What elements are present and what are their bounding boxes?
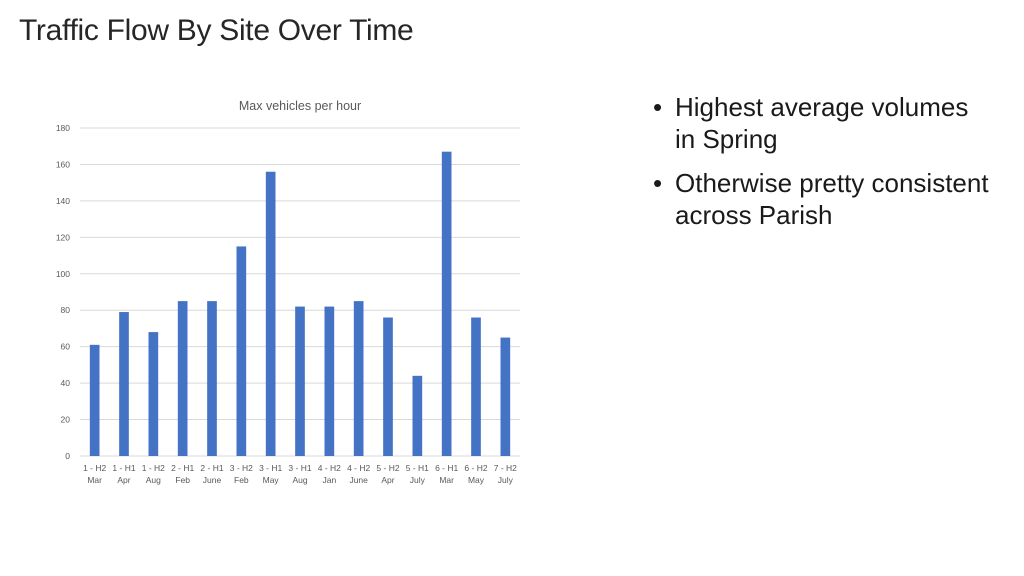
bar (119, 312, 129, 456)
y-tick-label: 60 (61, 342, 71, 352)
x-tick-label: 2 - H1 (171, 463, 194, 473)
bar (383, 317, 393, 456)
x-tick-label: Aug (292, 475, 307, 485)
y-tick-label: 20 (61, 415, 71, 425)
bar (500, 337, 511, 456)
y-tick-label: 80 (61, 305, 71, 315)
y-tick-label: 180 (56, 123, 70, 133)
chart-title: Max vehicles per hour (239, 99, 361, 113)
x-tick-label: 4 - H2 (318, 463, 341, 473)
y-tick-label: 120 (56, 232, 70, 242)
x-tick-label: May (263, 475, 280, 485)
x-tick-label: 7 - H2 (494, 463, 517, 473)
bar-chart: Max vehicles per hour 0 20 40 60 80 100 120 140 1… (50, 90, 530, 490)
bar (177, 301, 188, 456)
bullet-item: Highest average volumes in Spring (653, 91, 993, 155)
x-tick-label: 3 - H1 (288, 463, 311, 473)
x-tick-label: 5 - H1 (406, 463, 429, 473)
x-tick-label: May (468, 475, 485, 485)
x-tick-label: Jan (322, 475, 336, 485)
y-tick-label: 0 (65, 451, 70, 461)
bar (265, 171, 276, 456)
y-tick-label: 100 (56, 269, 70, 279)
x-tick-label: 1 - H1 (112, 463, 135, 473)
y-tick-label: 160 (56, 159, 70, 169)
x-tick-label: Apr (117, 475, 130, 485)
y-tick-label: 40 (61, 378, 71, 388)
bullet-list: Highest average volumes in Spring Otherw… (653, 91, 993, 243)
bar (89, 344, 100, 456)
x-tick-label: Mar (439, 475, 454, 485)
bar (471, 317, 481, 456)
x-tick-label: 1 - H2 (83, 463, 106, 473)
x-tick-label: 6 - H2 (464, 463, 487, 473)
x-tick-label: June (349, 475, 368, 485)
x-tick-label: July (498, 475, 514, 485)
slide-title: Traffic Flow By Site Over Time (19, 14, 414, 47)
x-tick-label: 4 - H2 (347, 463, 370, 473)
x-tick-label: Feb (175, 475, 190, 485)
bar (324, 306, 335, 456)
x-tick-label: 6 - H1 (435, 463, 458, 473)
x-tick-label: Feb (234, 475, 249, 485)
bar (441, 151, 452, 456)
x-tick-label: 3 - H2 (230, 463, 253, 473)
bullet-item: Otherwise pretty consistent across Paris… (653, 167, 993, 231)
x-tick-label: 3 - H1 (259, 463, 282, 473)
bar (412, 375, 423, 456)
bar (148, 332, 159, 456)
x-tick-label: Apr (381, 475, 394, 485)
x-tick-label: Mar (87, 475, 102, 485)
x-tick-label: June (203, 475, 222, 485)
bar (207, 301, 217, 456)
bar (295, 306, 305, 456)
x-tick-label: 2 - H1 (200, 463, 223, 473)
y-tick-label: 140 (56, 196, 70, 206)
x-tick-label: 1 - H2 (142, 463, 165, 473)
x-tick-label: Aug (146, 475, 161, 485)
x-tick-label: 5 - H2 (376, 463, 399, 473)
bar (353, 301, 364, 456)
x-tick-label: July (410, 475, 426, 485)
bar (236, 246, 247, 456)
chart-svg: Max vehicles per hour 0 20 40 60 80 100 120 140 1… (56, 99, 520, 485)
